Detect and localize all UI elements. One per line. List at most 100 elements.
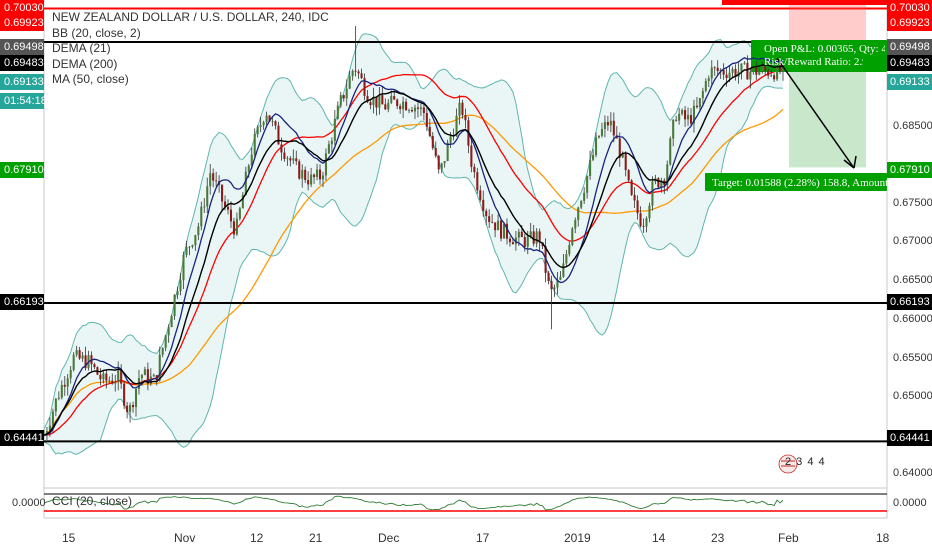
candle-body bbox=[425, 113, 428, 127]
candle-body bbox=[123, 383, 126, 406]
candle-body bbox=[491, 221, 494, 223]
candle-body bbox=[701, 90, 704, 99]
candle-body bbox=[740, 63, 743, 72]
left-price-label-resistance: 0.69498 bbox=[0, 39, 44, 55]
candle-body bbox=[126, 405, 129, 412]
projection-arrow-head bbox=[843, 155, 857, 169]
candle-body bbox=[428, 126, 431, 136]
candle-body bbox=[624, 153, 627, 171]
candle-body bbox=[728, 72, 731, 79]
candle-body bbox=[75, 350, 78, 355]
y-tick: 0.67500 bbox=[893, 197, 932, 209]
candle-body bbox=[351, 70, 354, 77]
candle-body bbox=[304, 169, 307, 181]
candle-body bbox=[410, 110, 414, 112]
x-tick: Dec bbox=[378, 531, 400, 545]
candle-body bbox=[280, 144, 283, 153]
x-tick: 23 bbox=[711, 531, 725, 545]
y-tick: 0.67000 bbox=[893, 235, 932, 247]
candle-body bbox=[200, 206, 203, 227]
left-price-label-level: 0.69483 bbox=[0, 55, 44, 71]
candle-body bbox=[615, 135, 618, 139]
candle-body bbox=[675, 119, 678, 121]
target-label: Target: 0.01588 (2.28%) 158.8, Amount bbox=[712, 177, 887, 189]
candle-body bbox=[330, 140, 333, 145]
watermark-text: 2 3 4 4 bbox=[785, 456, 826, 468]
candle-body bbox=[131, 405, 135, 408]
candle-body bbox=[387, 102, 390, 110]
candle-body bbox=[494, 222, 497, 231]
candle-body bbox=[529, 231, 532, 237]
legend-dema21[interactable]: DEMA (21) bbox=[52, 41, 111, 55]
candle-body bbox=[99, 374, 102, 380]
candle-body bbox=[286, 158, 289, 160]
candle-body bbox=[78, 350, 81, 359]
candle-body bbox=[725, 74, 728, 79]
candle-body bbox=[642, 226, 645, 227]
candle-body bbox=[686, 115, 690, 120]
candle-body bbox=[152, 375, 155, 377]
candle-body bbox=[226, 206, 230, 210]
candle-body bbox=[580, 200, 583, 208]
candle-body bbox=[627, 170, 630, 181]
candle-body bbox=[482, 199, 485, 211]
candle-body bbox=[301, 169, 304, 179]
candle-body bbox=[102, 373, 105, 380]
candle-body bbox=[470, 145, 473, 167]
candle-body bbox=[455, 115, 458, 137]
candle-body bbox=[105, 373, 108, 381]
candle-body bbox=[500, 220, 503, 239]
candle-body bbox=[390, 96, 393, 103]
legend-bb[interactable]: BB (20, close, 2) bbox=[52, 25, 141, 40]
candle-body bbox=[63, 384, 66, 387]
candle-body bbox=[173, 294, 176, 317]
candle-body bbox=[743, 62, 746, 64]
right-price-label-last: 0.69133 bbox=[887, 74, 932, 90]
cci-pane bbox=[44, 488, 887, 518]
left-price-label-support: 0.66193 bbox=[0, 294, 44, 310]
candle-body bbox=[396, 99, 399, 107]
candle-body bbox=[212, 173, 215, 181]
candle-body bbox=[324, 153, 327, 176]
candle-body bbox=[476, 172, 479, 191]
candle-body bbox=[250, 154, 253, 166]
candle-body bbox=[120, 370, 123, 384]
candle-body bbox=[538, 231, 541, 243]
candle-body bbox=[158, 354, 161, 381]
candle-body bbox=[520, 231, 523, 238]
candle-body bbox=[586, 176, 589, 193]
candle-body bbox=[42, 435, 46, 436]
candle-body bbox=[327, 144, 330, 154]
legend-ma50[interactable]: MA (50, close) bbox=[52, 72, 129, 86]
candle-body bbox=[108, 380, 111, 382]
candle-body bbox=[274, 121, 277, 126]
x-tick: 2019 bbox=[564, 531, 591, 545]
candle-body bbox=[773, 75, 776, 80]
candle-body bbox=[321, 175, 325, 180]
candle-body bbox=[695, 105, 698, 108]
candle-body bbox=[761, 66, 764, 72]
legend-dema200[interactable]: DEMA (200) bbox=[52, 56, 118, 71]
cci-legend[interactable]: CCI (20, close) bbox=[52, 494, 133, 508]
candle-body bbox=[209, 173, 212, 187]
candle-body bbox=[746, 62, 749, 80]
candle-body bbox=[660, 180, 663, 188]
candle-body bbox=[568, 244, 571, 255]
candle-body bbox=[458, 102, 461, 116]
candle-body bbox=[443, 160, 446, 164]
candle-body bbox=[229, 209, 233, 222]
candle-body bbox=[197, 226, 200, 236]
candle-body bbox=[48, 425, 51, 432]
chart-legend: NEW ZEALAND DOLLAR / U.S. DOLLAR, 240, I… bbox=[52, 10, 329, 88]
candle-body bbox=[419, 107, 422, 109]
candle-body bbox=[752, 66, 755, 72]
candle-body bbox=[413, 107, 417, 112]
candle-body bbox=[651, 181, 654, 206]
y-tick: 0.68500 bbox=[893, 120, 932, 132]
candle-body bbox=[511, 242, 514, 245]
cci-line bbox=[43, 495, 784, 511]
candle-body bbox=[259, 125, 262, 127]
candle-body bbox=[684, 110, 687, 120]
y-tick: 0.65000 bbox=[893, 390, 932, 402]
